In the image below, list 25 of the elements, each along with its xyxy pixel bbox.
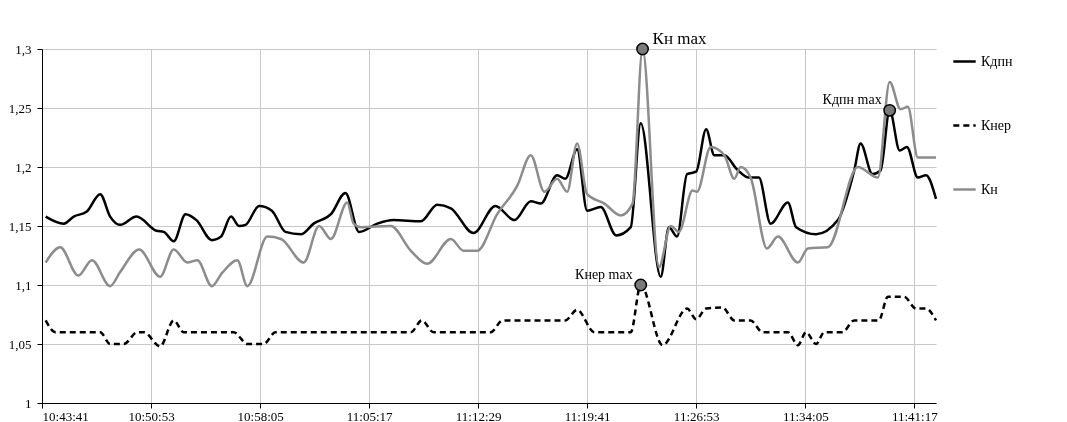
legend-label: Кдпн <box>981 53 1013 69</box>
annotation: Кн max <box>652 29 707 48</box>
y-tick-label: 1,3 <box>15 41 32 57</box>
x-tick-label: 11:12:29 <box>455 408 502 422</box>
annotation: Кдпн max <box>822 92 882 108</box>
legend-label: Кнер <box>981 117 1012 133</box>
point <box>636 42 649 56</box>
y-tick-label: 1 <box>25 395 32 411</box>
x-tick-label: 11:19:41 <box>564 408 611 422</box>
y-tick-label: 1,1 <box>15 277 32 293</box>
x-tick-label: 11:41:17 <box>891 408 939 422</box>
x-tick-label: 10:58:05 <box>237 408 284 422</box>
y-tick-label: 1,2 <box>15 159 32 175</box>
x-tick-label: 11:34:05 <box>782 408 829 422</box>
x-tick-label: 11:05:17 <box>346 408 394 422</box>
annotation: Кнер max <box>575 267 633 282</box>
legend-label: Кн <box>981 181 999 197</box>
x-tick-label: 10:43:41 <box>42 408 89 422</box>
y-tick-label: 1,15 <box>8 218 32 234</box>
y-tick-label: 1,25 <box>8 100 32 116</box>
x-tick-label: 11:26:53 <box>673 408 720 422</box>
y-tick-label: 1,05 <box>8 336 32 352</box>
x-tick-label: 10:50:53 <box>128 408 175 422</box>
point <box>634 278 648 292</box>
point <box>883 103 897 117</box>
